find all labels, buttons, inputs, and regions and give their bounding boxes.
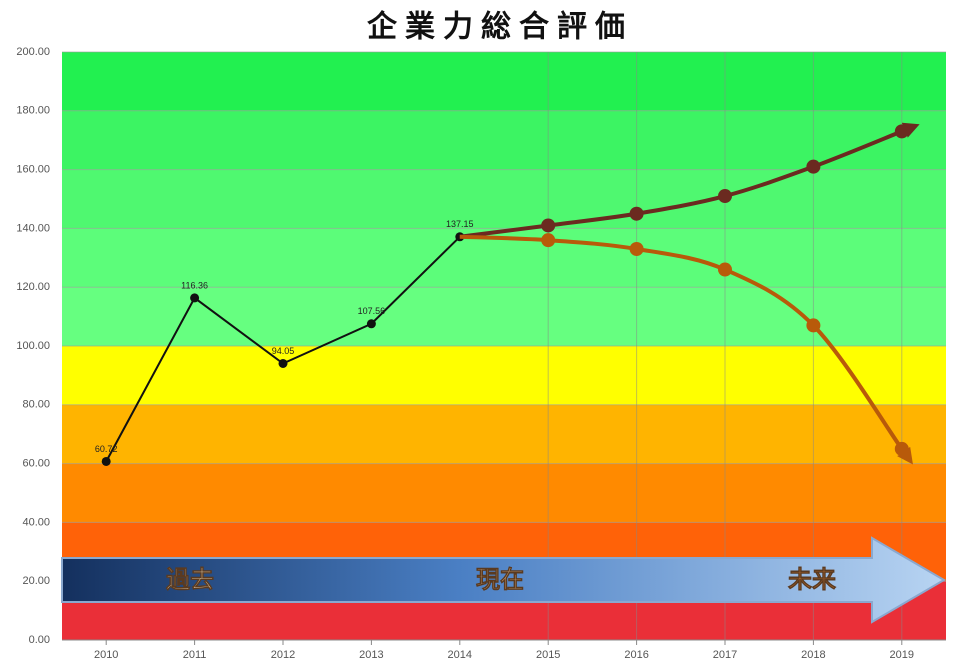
y-tick-label: 140.00 [16,222,50,234]
timeline-label: 未来 [788,565,837,594]
band [62,287,946,346]
x-tick-label: 2010 [94,649,118,661]
y-tick-label: 40.00 [22,516,50,528]
point [629,206,644,221]
point [541,218,556,233]
point [718,189,732,204]
x-tick-label: 2018 [801,649,825,661]
point [629,241,644,256]
data-label: 94.05 [272,346,295,356]
band [62,169,946,229]
point [190,293,200,303]
y-tick-label: 0.00 [29,634,50,646]
y-tick-label: 80.00 [22,399,50,411]
y-tick-label: 20.00 [22,575,50,587]
data-label: 107.56 [358,306,386,316]
point [718,262,732,277]
chart-title: 企業力総合評価 [367,10,633,45]
data-label: 137.15 [446,219,474,229]
point [541,233,556,248]
y-tick-label: 200.00 [16,46,50,58]
x-tick-label: 2015 [536,649,560,661]
point [894,441,909,456]
point [366,319,376,329]
band [62,110,946,170]
band [62,52,946,111]
x-tick-label: 2019 [890,649,914,661]
band [62,346,946,405]
x-tick-label: 2016 [624,649,648,661]
point [806,318,821,333]
y-tick-label: 120.00 [16,281,50,293]
point [278,358,288,368]
data-label: 60.72 [95,444,118,454]
timeline-arrow [61,536,946,624]
band [62,463,946,523]
point [806,159,821,174]
data-label: 116.36 [181,280,208,290]
timeline-label: 過去 [166,565,214,594]
point [894,124,909,139]
timeline-label: 現在 [476,565,524,594]
y-tick-label: 60.00 [22,458,50,470]
projection-line [459,122,920,239]
band [62,404,946,464]
y-tick-label: 180.00 [16,105,50,117]
x-tick-label: 2013 [359,649,383,661]
y-tick-label: 100.00 [16,340,50,352]
x-tick-label: 2014 [448,649,472,661]
point [101,456,111,466]
x-tick-label: 2011 [183,649,207,661]
y-tick-label: 160.00 [16,164,50,176]
x-tick-label: 2017 [713,649,737,661]
x-tick-label: 2012 [271,649,295,661]
